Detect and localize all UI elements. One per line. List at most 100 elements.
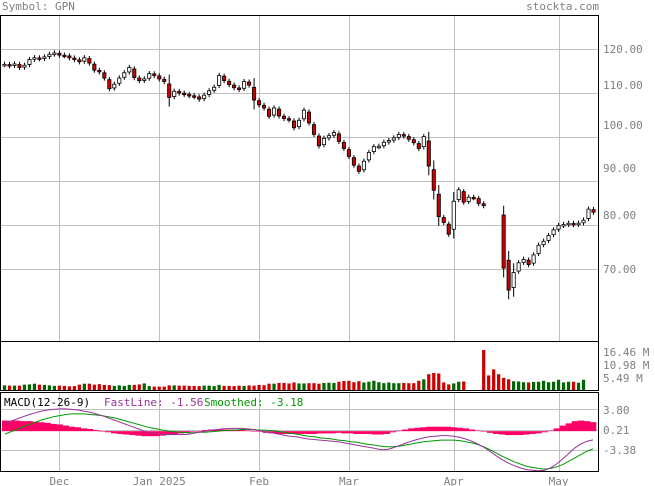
candle-body	[371, 146, 376, 152]
candle-body	[411, 139, 416, 144]
candle-body	[321, 137, 326, 146]
volume-panel-frame	[0, 341, 599, 391]
volume-bar	[536, 381, 541, 390]
macd-histogram-bar	[444, 426, 451, 432]
candle-body	[177, 91, 182, 94]
volume-bar	[37, 384, 42, 390]
macd-fast-line	[4, 408, 594, 472]
volume-bar	[571, 381, 576, 390]
candle-body	[122, 72, 127, 78]
macd-histogram-bar	[517, 431, 524, 436]
volume-bar	[287, 383, 291, 390]
candle-body	[77, 59, 82, 63]
candle-body	[142, 78, 147, 81]
macd-histogram-bar	[341, 431, 348, 434]
candle-body	[291, 120, 297, 129]
candle-body	[262, 104, 267, 109]
macd-tick-label: 3.80	[603, 404, 630, 417]
candle-body	[167, 83, 172, 98]
macd-histogram-bar	[238, 430, 245, 432]
volume-bar	[167, 385, 171, 390]
macd-histogram-bar	[486, 431, 494, 433]
candle-body	[421, 136, 426, 148]
macd-histogram-bar	[474, 430, 482, 432]
volume-bar	[377, 382, 381, 390]
macd-smooth-label: Smoothed: -3.18	[204, 396, 303, 409]
volume-bar	[521, 382, 526, 390]
candle-body	[187, 94, 192, 97]
candle-body	[541, 240, 546, 246]
macd-histogram-bar	[492, 431, 500, 434]
macd-histogram-bar	[505, 431, 512, 436]
macd-histogram-bar	[171, 431, 179, 434]
candle-body	[52, 52, 57, 55]
candle-body	[82, 57, 87, 62]
macd-histogram-bar	[353, 431, 360, 434]
candle-body	[197, 96, 202, 100]
volume-bar	[462, 381, 466, 390]
volume-bar	[482, 350, 486, 390]
candle-body	[381, 141, 386, 147]
candle-body	[92, 63, 97, 71]
candle-body	[107, 79, 112, 90]
volume-bar	[292, 382, 296, 390]
volume-bar	[117, 385, 121, 390]
candle-body	[237, 87, 242, 90]
candle-body	[556, 225, 561, 230]
candle-body	[501, 214, 506, 269]
macd-histogram-bar	[159, 431, 166, 436]
candle-body	[326, 135, 331, 139]
candle-body	[311, 124, 316, 135]
macd-histogram-bar	[38, 422, 45, 432]
volume-bar	[67, 386, 72, 390]
volume-bar	[302, 383, 306, 390]
candle-body	[32, 57, 37, 60]
volume-bar	[152, 386, 156, 390]
volume-bar	[387, 382, 391, 390]
volume-bar	[342, 381, 346, 390]
macd-histogram-bar	[129, 431, 136, 436]
macd-panel-frame	[0, 392, 599, 472]
candle-body	[296, 119, 302, 128]
volume-bar	[362, 382, 366, 390]
candle-body	[17, 64, 22, 68]
volume-bar	[561, 382, 566, 390]
macd-histogram-bar	[123, 431, 130, 435]
candle-body	[87, 58, 92, 64]
volume-bar	[282, 382, 286, 390]
macd-histogram-bar	[8, 420, 15, 432]
macd-histogram-bar	[529, 431, 536, 434]
price-tick-label: 100.00	[603, 119, 643, 132]
macd-histogram-bar	[14, 420, 21, 432]
volume-bar	[207, 385, 211, 390]
candle-body	[252, 86, 257, 101]
candle-body	[451, 200, 456, 230]
site-label: stockta.com	[526, 0, 599, 13]
candle-body	[306, 111, 312, 124]
volume-bar	[531, 381, 536, 390]
volume-bar	[232, 386, 236, 390]
macd-histogram-bar	[189, 431, 197, 432]
candle-body	[102, 72, 107, 79]
candle-body	[561, 224, 566, 227]
volume-bar	[551, 381, 556, 390]
volume-bar	[137, 384, 141, 390]
volume-bar	[142, 383, 146, 390]
macd-histogram-bar	[286, 431, 294, 434]
macd-histogram-bar	[250, 431, 257, 432]
volume-bar	[512, 381, 516, 390]
price-tick-label: 90.00	[603, 162, 636, 175]
volume-bar	[556, 379, 561, 390]
candle-body	[331, 132, 336, 136]
volume-bar	[541, 380, 546, 390]
candle-body	[591, 209, 596, 213]
volume-bar	[417, 380, 421, 390]
volume-tick-label: 16.46 M	[603, 346, 650, 359]
candle-body	[536, 244, 541, 254]
volume-bar	[217, 384, 221, 390]
volume-bar	[92, 384, 96, 390]
candle-body	[361, 160, 366, 171]
candle-body	[531, 254, 536, 264]
volume-bar	[272, 383, 276, 390]
macd-histogram-bar	[44, 422, 51, 432]
